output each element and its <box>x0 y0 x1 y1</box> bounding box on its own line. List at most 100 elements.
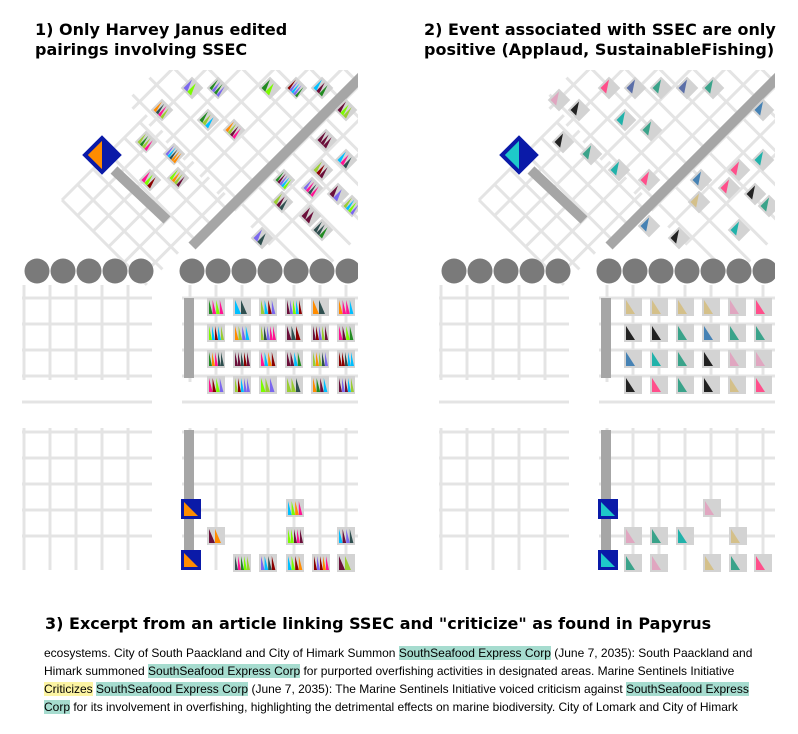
entity-triangle <box>504 140 519 170</box>
pairing-cell <box>754 298 772 316</box>
pairing-cell <box>729 554 747 572</box>
node-circle <box>335 258 358 284</box>
lattice-line <box>123 136 211 224</box>
event-triangle <box>313 161 322 173</box>
diagonal-bar <box>110 166 171 224</box>
event-triangle <box>165 145 174 156</box>
node-circle <box>205 258 231 284</box>
lattice-line <box>599 70 758 161</box>
pairing-cell <box>233 554 251 572</box>
event-triangle <box>317 556 320 570</box>
event-triangle <box>209 300 213 314</box>
pairing-cell <box>624 527 642 545</box>
pairing-cell <box>676 298 694 316</box>
pairing-cell <box>650 527 668 545</box>
pairing-cell <box>676 376 694 394</box>
event-triangle <box>756 378 765 392</box>
event-triangle <box>221 352 224 366</box>
event-triangle <box>316 82 325 94</box>
pairing-cell <box>337 376 355 394</box>
event-triangle <box>291 326 296 340</box>
pairing-cell <box>311 376 329 394</box>
event-triangle <box>310 186 319 198</box>
event-triangle <box>313 352 316 366</box>
event-triangle <box>319 227 328 239</box>
event-triangle <box>247 556 250 570</box>
event-triangle <box>241 556 244 570</box>
lattice-line <box>76 183 164 271</box>
event-triangle <box>232 128 241 140</box>
event-triangle <box>247 378 250 392</box>
event-triangle <box>316 326 319 340</box>
pairing-cell <box>286 527 304 545</box>
event-triangle <box>298 556 303 570</box>
event-triangle <box>343 197 352 209</box>
event-triangle <box>169 169 178 181</box>
diagonal-bar <box>527 166 588 224</box>
event-triangle <box>291 501 296 515</box>
event-triangle <box>314 556 317 570</box>
event-triangle <box>265 83 274 96</box>
event-triangle <box>652 378 661 392</box>
event-triangle <box>351 378 354 392</box>
event-triangle <box>323 378 328 392</box>
event-triangle <box>305 211 314 224</box>
node-circle <box>128 258 154 284</box>
pairing-cell <box>676 324 694 342</box>
event-triangle <box>273 193 282 205</box>
highlighted-term: SouthSeafood Express Corp <box>398 646 551 660</box>
pairing-cell <box>286 554 304 572</box>
panel-2-title-line-2: positive (Applaud, SustainableFishing) <box>424 40 775 59</box>
event-triangle <box>183 79 192 92</box>
event-triangle <box>264 556 269 570</box>
event-triangle <box>317 131 326 143</box>
event-triangle <box>351 352 354 366</box>
event-triangle <box>273 326 276 340</box>
lattice-line <box>493 183 581 271</box>
event-triangle <box>704 378 713 392</box>
event-triangle <box>342 352 345 366</box>
event-triangle <box>265 378 270 392</box>
pairing-cell <box>728 324 746 342</box>
lattice-line <box>565 70 724 127</box>
event-triangle <box>319 300 325 314</box>
event-triangle <box>253 229 262 242</box>
event-triangle <box>316 164 325 176</box>
pairing-cell <box>310 158 334 182</box>
event-triangle <box>339 352 342 366</box>
pairing-cell <box>314 128 338 152</box>
event-triangle <box>652 79 661 94</box>
event-triangle <box>730 378 739 392</box>
event-triangle <box>176 176 185 188</box>
pairing-cell <box>259 298 277 316</box>
panel-1-matrix-diagram <box>22 70 358 572</box>
event-triangle <box>187 83 196 96</box>
event-triangle <box>301 207 310 220</box>
event-triangle <box>652 352 661 366</box>
event-triangle <box>294 352 298 366</box>
event-triangle <box>212 352 215 366</box>
event-triangle <box>690 193 699 208</box>
event-triangle <box>678 352 687 366</box>
event-triangle <box>277 173 286 184</box>
entity-triangle <box>87 140 102 170</box>
event-triangle <box>704 300 713 314</box>
event-triangle <box>313 378 317 392</box>
pairing-cell <box>650 324 668 342</box>
event-triangle <box>275 171 284 182</box>
diagonal-bar <box>188 72 358 250</box>
event-triangle <box>291 83 300 94</box>
event-triangle <box>582 145 591 160</box>
event-triangle <box>290 300 293 314</box>
event-triangle <box>343 157 352 169</box>
event-triangle <box>754 151 763 166</box>
node-circle <box>596 258 622 284</box>
pairing-cell <box>624 298 642 316</box>
node-circle <box>102 258 128 284</box>
event-triangle <box>212 326 215 340</box>
event-triangle <box>339 326 343 340</box>
event-triangle <box>325 352 328 366</box>
pairing-cell <box>702 376 720 394</box>
node-circle <box>622 258 648 284</box>
event-triangle <box>291 529 294 543</box>
